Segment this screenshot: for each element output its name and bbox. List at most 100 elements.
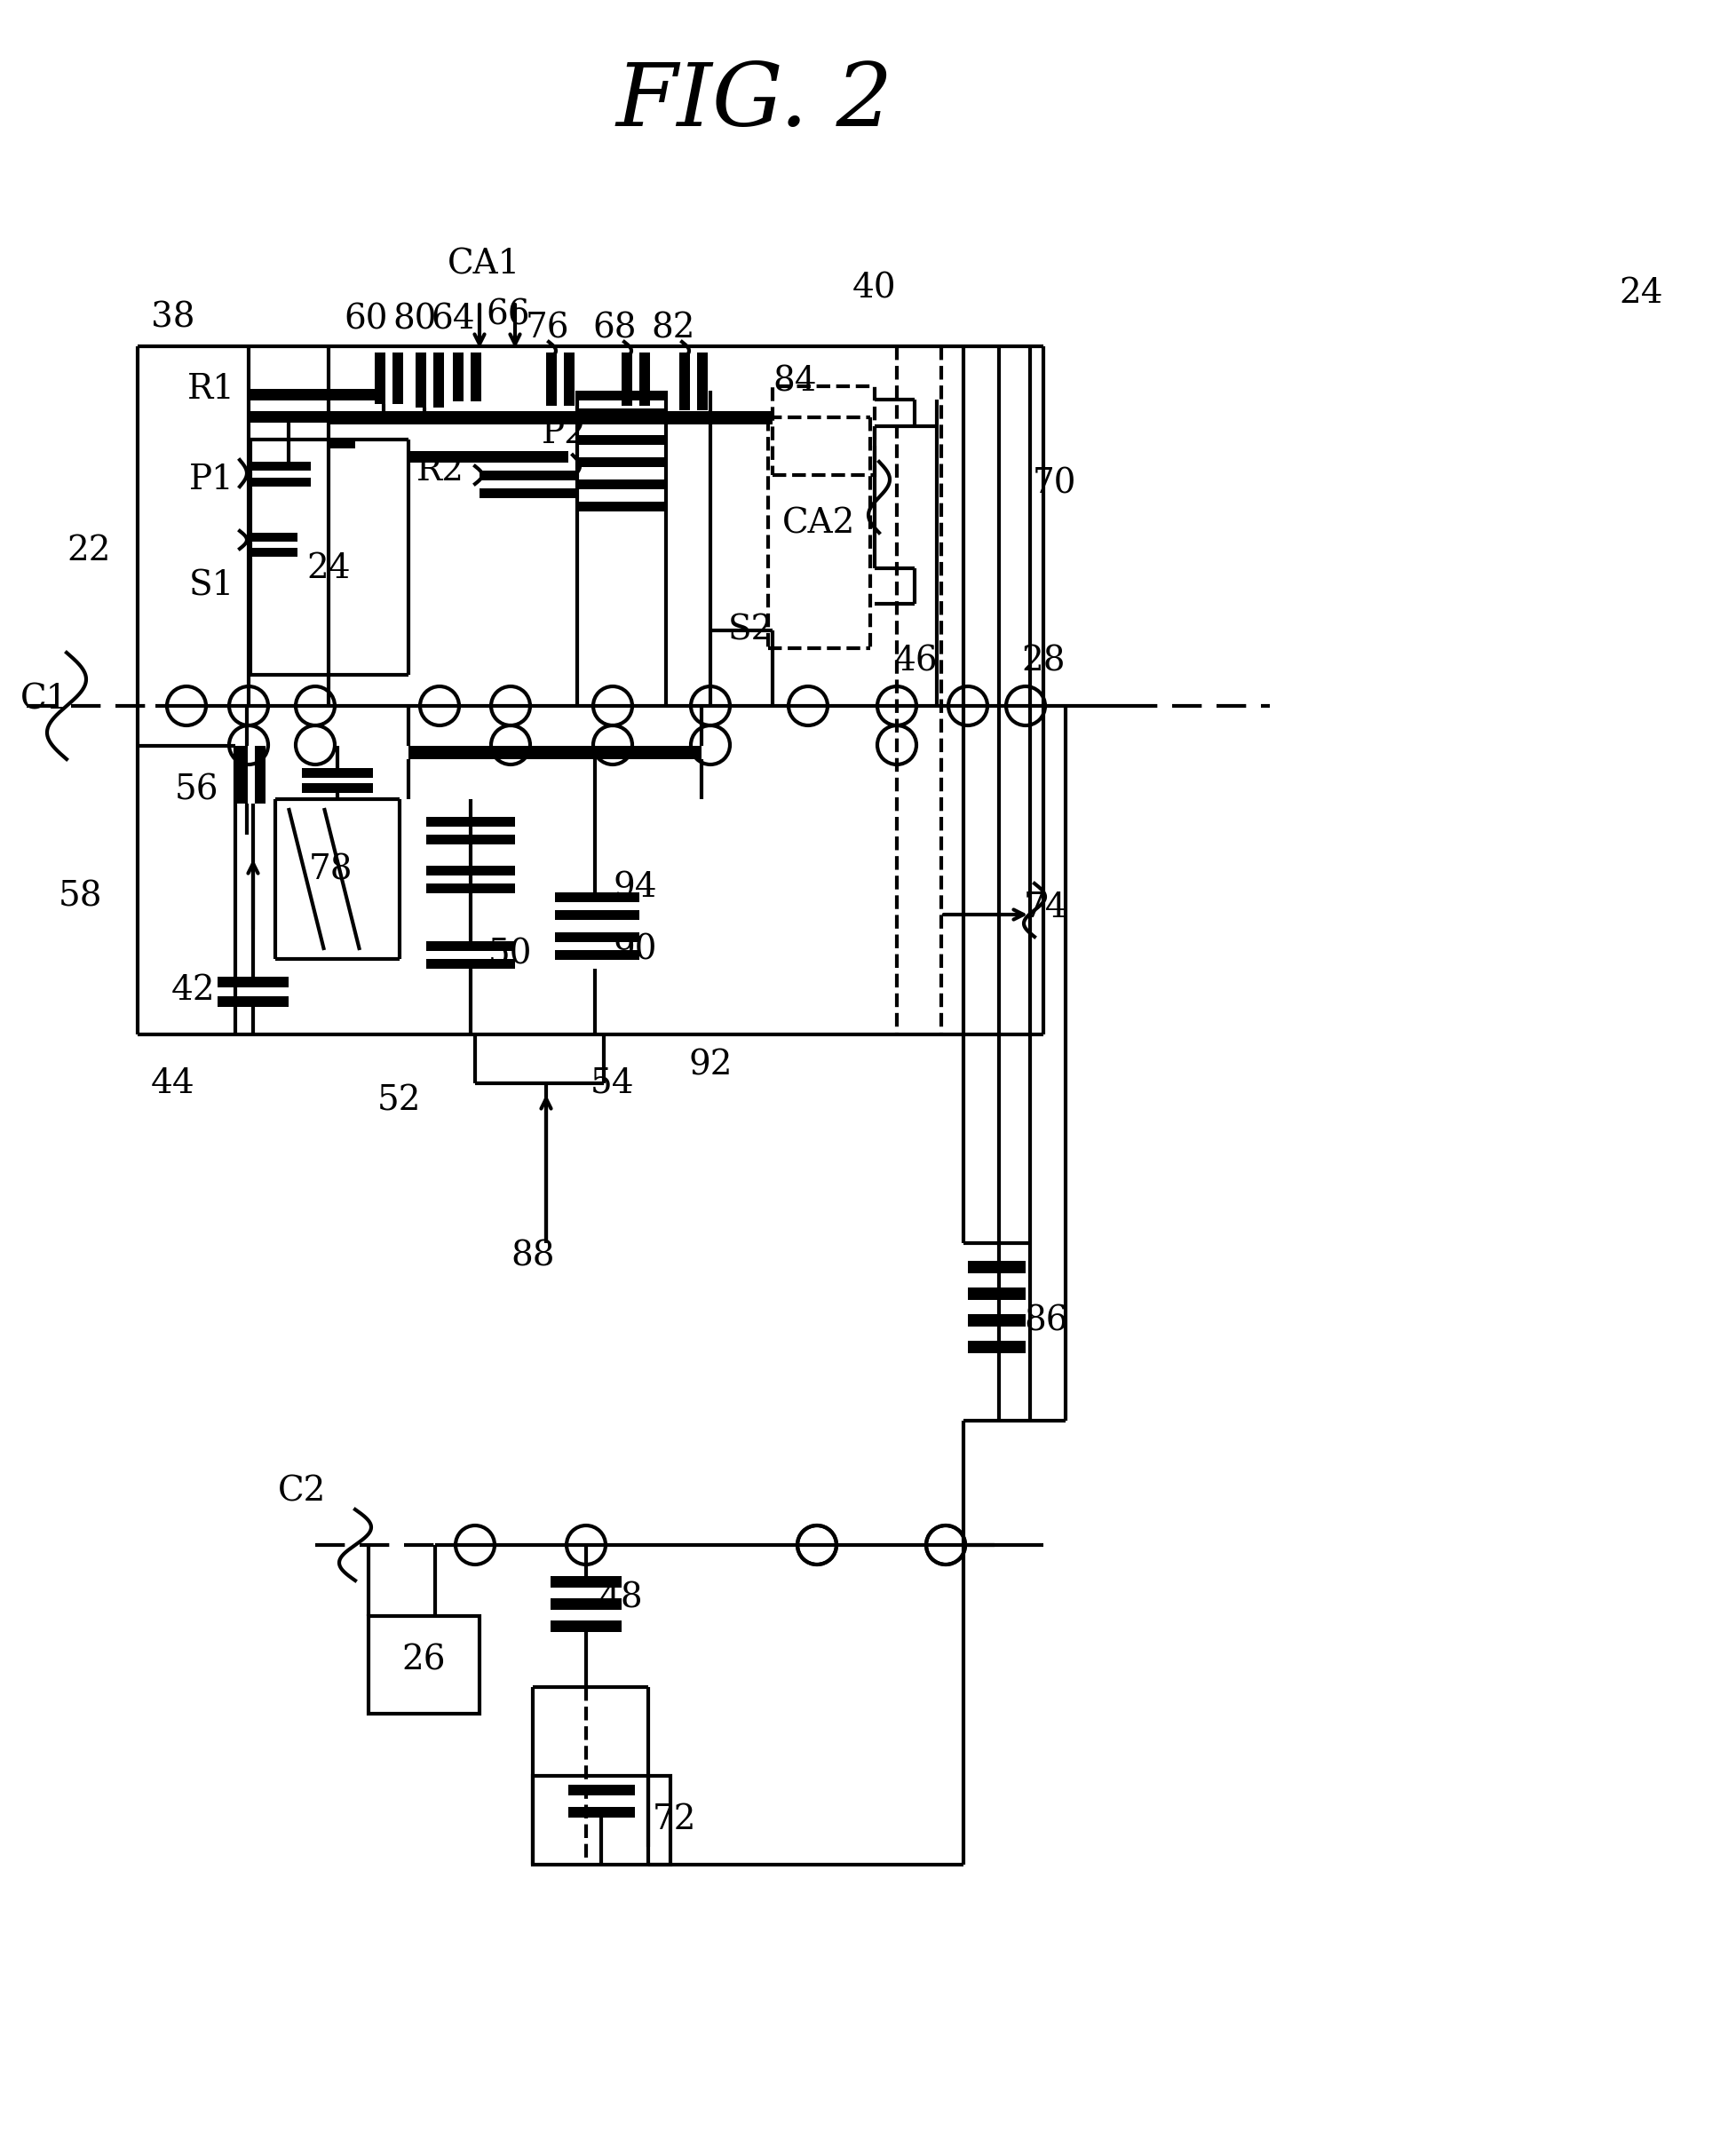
Bar <box>564 353 575 405</box>
Bar <box>556 933 639 942</box>
Bar <box>470 353 481 401</box>
Bar <box>547 353 557 405</box>
Text: C2: C2 <box>278 1476 326 1508</box>
Bar <box>639 353 649 405</box>
Text: 88: 88 <box>510 1239 556 1274</box>
Text: 92: 92 <box>689 1049 733 1082</box>
Bar <box>408 450 568 463</box>
Text: S2: S2 <box>727 614 773 646</box>
Bar <box>427 834 516 845</box>
Text: 46: 46 <box>894 644 939 679</box>
Bar <box>328 437 356 448</box>
Bar <box>328 412 799 425</box>
Text: 42: 42 <box>172 974 215 1006</box>
Text: R2: R2 <box>417 455 465 487</box>
Text: P2: P2 <box>542 416 587 450</box>
Text: 50: 50 <box>488 937 533 972</box>
Bar <box>698 353 708 409</box>
Bar <box>248 461 311 470</box>
Text: R1: R1 <box>187 373 236 405</box>
Text: 40: 40 <box>852 272 898 306</box>
Bar <box>773 386 875 474</box>
Bar <box>479 489 576 498</box>
Text: 90: 90 <box>613 933 656 965</box>
Bar <box>238 746 248 804</box>
Bar <box>375 353 385 403</box>
Text: 38: 38 <box>151 302 194 334</box>
Bar <box>408 412 755 425</box>
Text: S1: S1 <box>189 569 234 603</box>
Bar <box>556 909 639 920</box>
Bar <box>368 1616 479 1713</box>
Text: 76: 76 <box>526 312 569 345</box>
Text: 66: 66 <box>486 300 529 332</box>
Bar <box>217 976 288 987</box>
Bar <box>621 353 632 405</box>
Bar <box>556 950 639 959</box>
Text: 28: 28 <box>1021 644 1066 679</box>
Bar <box>248 388 377 401</box>
Bar <box>576 390 667 401</box>
Bar <box>576 409 667 418</box>
Text: 26: 26 <box>401 1644 446 1677</box>
Text: 64: 64 <box>431 304 476 336</box>
Bar <box>556 892 639 903</box>
Bar <box>427 884 516 894</box>
Bar <box>434 353 444 407</box>
Text: 22: 22 <box>66 534 111 567</box>
Bar <box>969 1261 1026 1274</box>
Text: 78: 78 <box>309 853 352 886</box>
Text: 84: 84 <box>773 366 816 399</box>
Text: 54: 54 <box>590 1067 635 1099</box>
Text: 52: 52 <box>378 1084 422 1118</box>
Text: 70: 70 <box>1033 468 1076 500</box>
Bar <box>427 959 516 970</box>
Text: FIG. 2: FIG. 2 <box>616 60 894 144</box>
Bar <box>427 866 516 875</box>
Bar <box>576 478 667 489</box>
Bar <box>415 353 427 407</box>
Bar <box>550 1575 621 1588</box>
Bar <box>969 1340 1026 1353</box>
Bar <box>392 353 403 403</box>
Bar <box>248 547 297 556</box>
Text: 80: 80 <box>392 304 437 336</box>
Bar <box>533 1776 670 1864</box>
Bar <box>302 782 373 793</box>
Text: CA1: CA1 <box>448 248 521 280</box>
Bar <box>427 942 516 950</box>
Text: 56: 56 <box>175 774 219 806</box>
Bar <box>576 435 667 444</box>
Text: 94: 94 <box>613 871 656 905</box>
Text: 68: 68 <box>592 312 637 345</box>
Text: 48: 48 <box>599 1582 644 1614</box>
Bar <box>302 767 373 778</box>
Bar <box>568 1806 635 1817</box>
Text: 24: 24 <box>307 552 351 584</box>
Bar <box>453 353 464 401</box>
Text: C1: C1 <box>21 683 68 715</box>
Bar <box>248 412 377 422</box>
Bar <box>550 1621 621 1631</box>
Bar <box>969 1315 1026 1327</box>
Text: 74: 74 <box>1024 890 1068 924</box>
Text: 86: 86 <box>1024 1304 1068 1338</box>
Text: 60: 60 <box>344 304 387 336</box>
Bar <box>255 746 266 804</box>
Text: P1: P1 <box>189 463 234 496</box>
Bar <box>550 1599 621 1610</box>
Bar <box>576 502 667 511</box>
Text: 44: 44 <box>151 1067 194 1099</box>
Text: 24: 24 <box>1620 276 1663 310</box>
Bar <box>217 996 288 1006</box>
Bar <box>568 1784 635 1795</box>
Text: 58: 58 <box>57 881 102 914</box>
Bar <box>427 817 516 828</box>
Text: CA2: CA2 <box>783 506 856 541</box>
Bar <box>248 532 297 541</box>
Bar <box>576 457 667 468</box>
Bar <box>679 353 689 409</box>
Bar <box>248 478 311 487</box>
Text: 72: 72 <box>653 1804 696 1836</box>
Bar <box>479 470 576 481</box>
